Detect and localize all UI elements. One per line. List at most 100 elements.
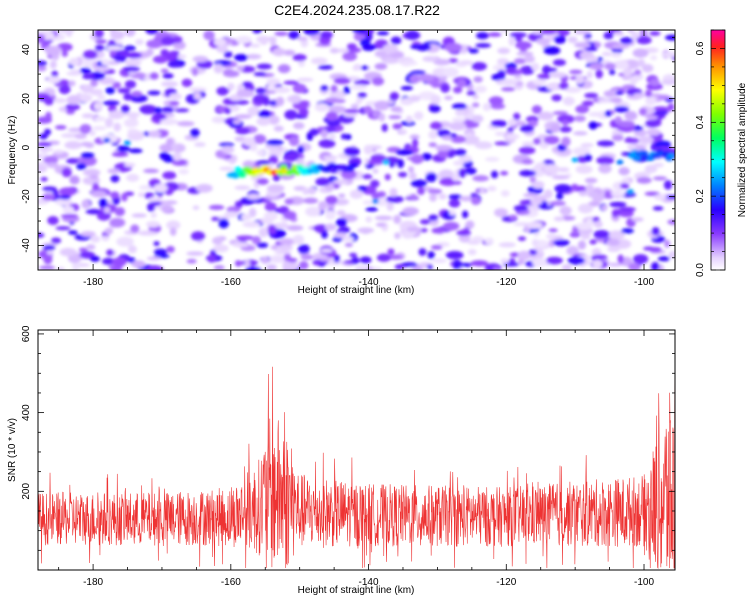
spectrogram-cell xyxy=(283,80,300,85)
spectrogram-cell xyxy=(166,220,181,230)
spectrogram-cell xyxy=(287,257,298,263)
colorbar-tick-label: 0.4 xyxy=(695,115,706,129)
colorbar-tick-label: 0.6 xyxy=(695,41,706,55)
spectrogram-cell xyxy=(59,247,77,257)
spectrogram-cell xyxy=(351,256,360,265)
spectrogram-cell xyxy=(450,133,457,139)
spectrogram-cell xyxy=(569,69,583,75)
spectrogram-cell xyxy=(107,168,120,174)
spectrogram-cell xyxy=(471,102,480,108)
spectrogram-cell xyxy=(300,254,314,260)
spectrogram-cell xyxy=(585,184,595,193)
spectrogram-cell xyxy=(645,119,660,128)
spectrogram-cell xyxy=(609,201,627,208)
spectrogram-cell xyxy=(216,86,229,96)
spectrogram-cell xyxy=(117,87,131,94)
spectrogram-cell xyxy=(474,141,493,150)
spectrogram-y-tick-label: 0 xyxy=(21,144,32,150)
spectrogram-cell xyxy=(598,163,612,174)
spectrogram-cell xyxy=(68,230,78,235)
snr-x-ticks: -180 -160 -140 -120 -100 xyxy=(58,330,654,588)
spectrogram-cell xyxy=(667,219,675,225)
spectrogram-cell xyxy=(631,31,640,41)
spectrogram-cell xyxy=(487,185,497,192)
spectrogram-cell xyxy=(130,224,140,233)
spectrogram-cell xyxy=(297,145,305,154)
spectrogram-cell xyxy=(573,131,588,136)
spectrogram-cell xyxy=(374,63,388,70)
spectrogram-cell xyxy=(150,212,157,219)
spectrogram-cell xyxy=(608,230,625,240)
spectrogram-cell xyxy=(470,260,489,267)
spectrogram-cell xyxy=(252,30,262,34)
spectrogram-cell xyxy=(357,185,368,192)
spectrogram-cell xyxy=(114,207,125,217)
spectrogram-cell xyxy=(194,142,206,147)
spectrogram-x-tick-label: -120 xyxy=(496,277,516,288)
spectrogram-cell xyxy=(617,120,635,128)
spectrogram-cell xyxy=(124,58,142,67)
spectrogram-cell xyxy=(614,106,630,113)
snr-y-tick-label: 600 xyxy=(21,325,32,342)
spectrogram-cell xyxy=(611,43,630,49)
spectrogram-cell xyxy=(58,30,75,34)
spectrogram-cell xyxy=(322,155,338,160)
spectrogram-cell xyxy=(472,114,484,123)
spectrogram-cell xyxy=(145,30,159,35)
spectrogram-cell xyxy=(648,246,662,253)
spectrogram-cell xyxy=(309,128,319,136)
spectrogram-cell xyxy=(365,163,375,169)
spectrogram-cell xyxy=(531,62,540,72)
spectrogram-cell xyxy=(500,170,509,176)
spectrogram-cell xyxy=(384,173,391,181)
spectrogram-cell xyxy=(305,206,321,217)
spectrogram-cell xyxy=(277,64,291,74)
spectrogram-cell xyxy=(575,74,585,85)
spectrogram-cell xyxy=(55,226,71,231)
spectrogram-cell xyxy=(335,219,348,227)
spectrogram-cell xyxy=(193,91,202,100)
spectrogram-cell xyxy=(195,183,213,193)
spectrogram-cell xyxy=(500,190,510,197)
spectrogram-cell xyxy=(207,254,217,263)
spectrogram-cell xyxy=(80,230,96,237)
spectrogram-cell xyxy=(340,133,347,140)
snr-x-tick-label: -140 xyxy=(359,577,379,588)
spectrogram-cell xyxy=(255,87,266,94)
spectrogram-cell xyxy=(232,99,250,105)
spectrogram-cell xyxy=(444,42,463,52)
spectrogram-cell xyxy=(218,142,235,147)
spectrogram-cell xyxy=(44,128,52,136)
spectrogram-cell xyxy=(474,85,487,93)
spectrogram-cell xyxy=(459,154,472,163)
spectrogram-cell xyxy=(409,193,417,200)
spectrogram-cell xyxy=(436,129,451,138)
spectrogram-cell xyxy=(64,141,83,150)
spectrogram-cell xyxy=(665,195,675,200)
spectrogram-cell xyxy=(443,221,460,231)
spectrogram-cell xyxy=(256,63,273,70)
spectrogram-cell xyxy=(106,249,114,256)
spectrogram-cell xyxy=(246,193,261,200)
spectrogram-cell xyxy=(275,96,285,107)
spectrogram-cell xyxy=(542,65,551,74)
spectrogram-cell xyxy=(124,30,136,37)
spectrogram-cell xyxy=(475,43,492,48)
spectrogram-cell xyxy=(498,242,516,248)
spectrogram-cell xyxy=(272,47,286,57)
spectrogram-cell xyxy=(241,81,253,87)
spectrogram-cell xyxy=(348,252,358,258)
spectrogram-cell xyxy=(589,239,597,245)
spectrogram-cell xyxy=(500,258,510,264)
spectrogram-cell xyxy=(66,94,81,105)
spectrogram-cell xyxy=(127,128,139,134)
spectrogram-cell xyxy=(169,93,182,100)
spectrogram-y-tick-label: -40 xyxy=(21,238,32,253)
spectrogram-cell xyxy=(363,105,373,114)
spectrogram-cell xyxy=(400,262,418,268)
spectrogram-cell xyxy=(618,206,636,212)
spectrogram-cell xyxy=(604,190,612,198)
spectrogram-cell xyxy=(661,79,675,85)
spectrogram-cell xyxy=(153,183,168,193)
spectrogram-cell xyxy=(533,137,541,145)
